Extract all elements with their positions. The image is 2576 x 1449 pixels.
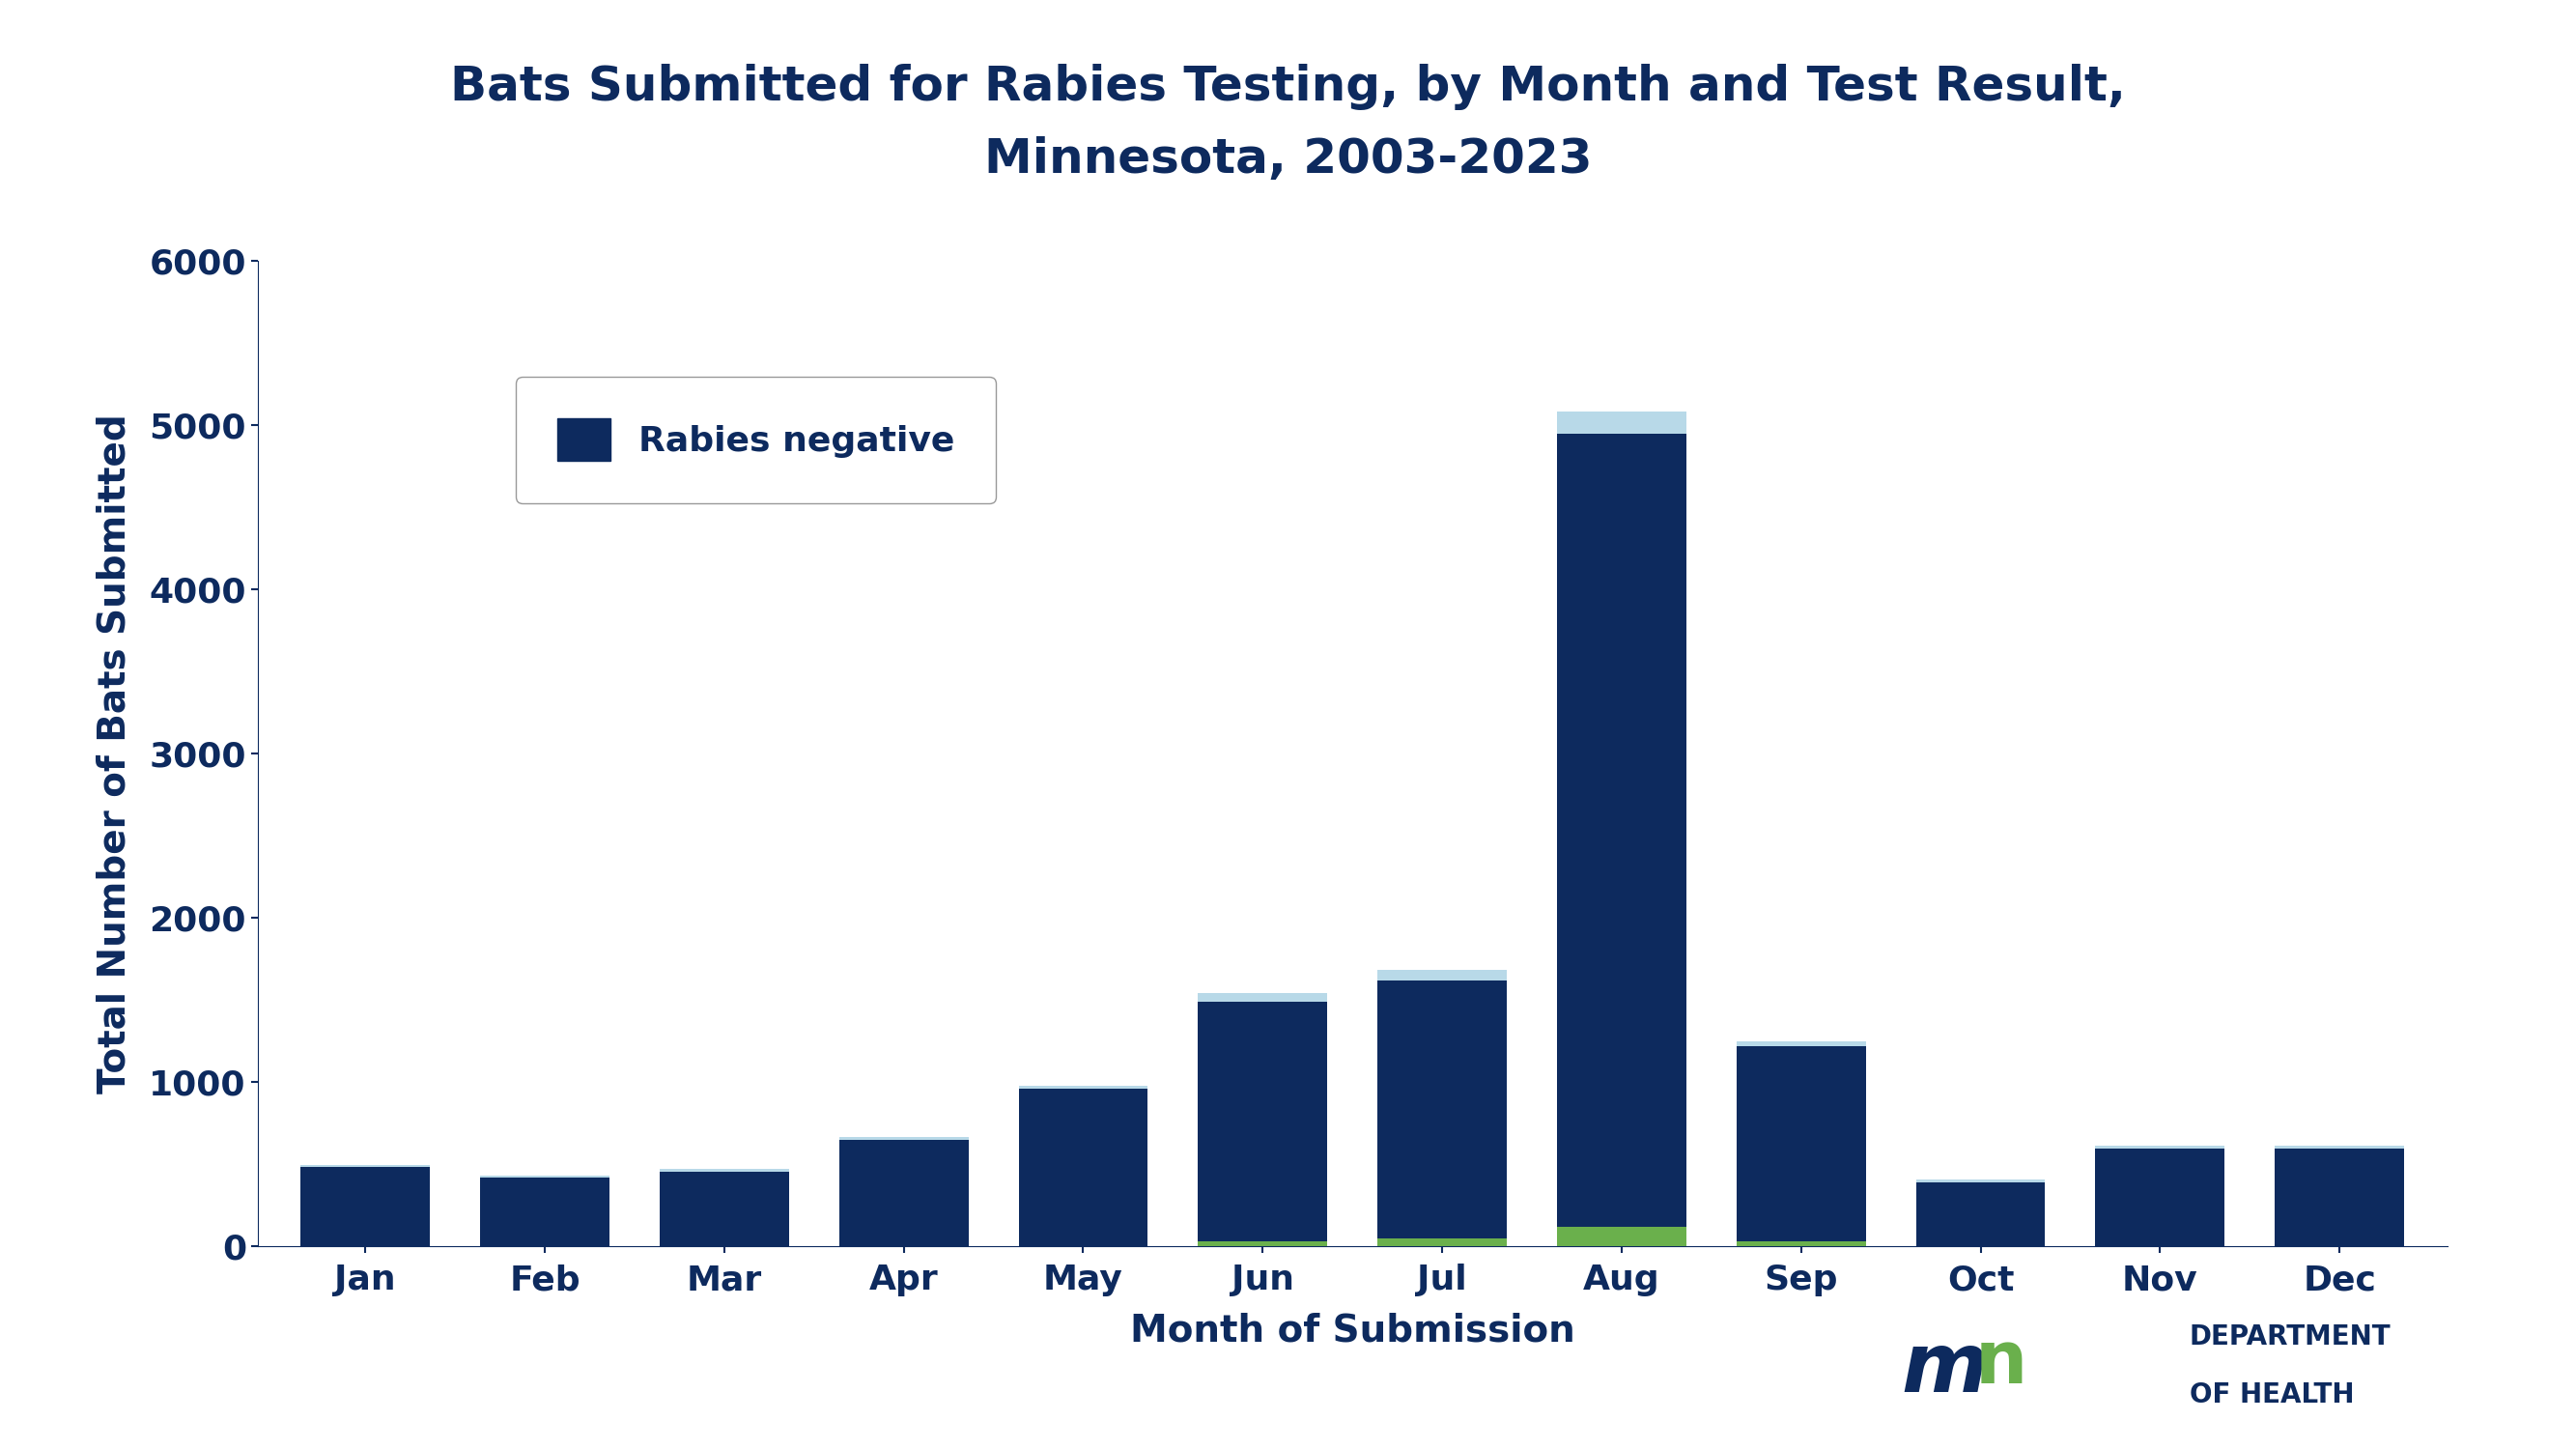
Legend: Rabies negative: Rabies negative xyxy=(515,377,997,503)
Bar xyxy=(1198,993,1327,1246)
Bar xyxy=(1198,1001,1327,1246)
Bar xyxy=(1736,1046,1865,1246)
Bar xyxy=(1378,971,1507,1246)
Bar xyxy=(1736,1242,1865,1246)
Bar xyxy=(659,1169,788,1246)
Bar xyxy=(1018,1087,1149,1246)
Bar xyxy=(1378,1239,1507,1246)
X-axis label: Month of Submission: Month of Submission xyxy=(1131,1313,1574,1349)
Text: m: m xyxy=(1901,1329,1989,1410)
Bar xyxy=(479,1178,611,1246)
Bar xyxy=(301,1168,430,1246)
Text: DEPARTMENT: DEPARTMENT xyxy=(2190,1324,2391,1350)
Bar xyxy=(1917,1182,2045,1246)
Y-axis label: Total Number of Bats Submitted: Total Number of Bats Submitted xyxy=(95,413,134,1094)
Text: Bats Submitted for Rabies Testing, by Month and Test Result,: Bats Submitted for Rabies Testing, by Mo… xyxy=(451,64,2125,110)
Bar xyxy=(840,1139,969,1246)
Bar xyxy=(659,1171,788,1246)
Bar xyxy=(840,1137,969,1246)
Bar xyxy=(1018,1088,1149,1246)
Bar xyxy=(479,1175,611,1246)
Bar xyxy=(1198,1242,1327,1246)
Bar xyxy=(2275,1146,2403,1246)
Text: Minnesota, 2003-2023: Minnesota, 2003-2023 xyxy=(984,136,1592,183)
Bar xyxy=(301,1165,430,1246)
Text: n: n xyxy=(1976,1327,2027,1400)
Bar xyxy=(1917,1179,2045,1246)
Bar xyxy=(1556,412,1687,1246)
Bar xyxy=(1556,1226,1687,1246)
Bar xyxy=(1556,433,1687,1246)
Text: OF HEALTH: OF HEALTH xyxy=(2190,1382,2354,1408)
Bar xyxy=(2094,1146,2226,1246)
Bar xyxy=(1378,981,1507,1246)
Bar xyxy=(1736,1040,1865,1246)
Bar xyxy=(2094,1149,2226,1246)
Bar xyxy=(2275,1149,2403,1246)
